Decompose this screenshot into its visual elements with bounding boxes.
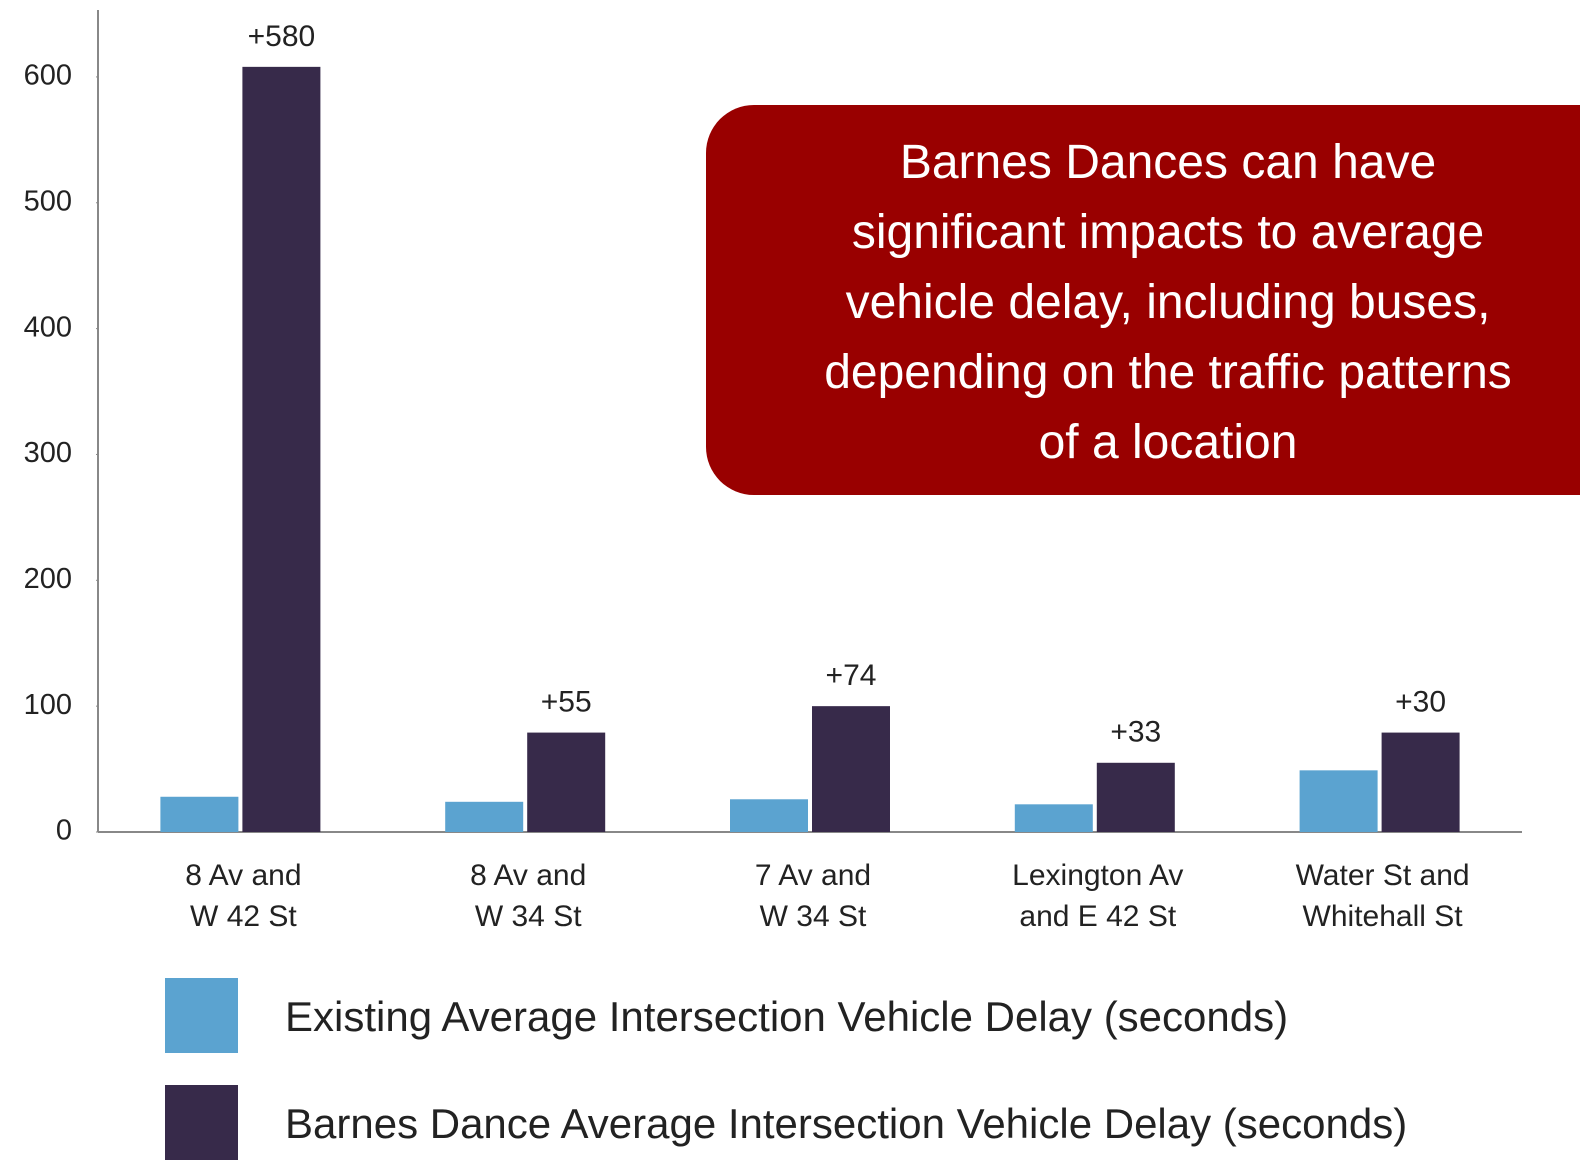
bar [730,799,808,832]
change-label: +74 [826,659,877,692]
callout-line: vehicle delay, including buses, [845,276,1491,329]
legend-swatch [165,978,238,1053]
bar [812,706,890,832]
callout-box: Barnes Dances can have significant impact… [706,105,1580,495]
callout-line: depending on the traffic patterns [824,346,1512,399]
x-tick-label: Water St and [1296,859,1470,892]
legend-label: Existing Average Intersection Vehicle De… [285,993,1288,1040]
x-tick-label: W 42 St [190,900,297,933]
y-tick-label: 500 [24,185,72,217]
change-label: +580 [248,20,316,53]
callout-line: Barnes Dances can have [899,136,1437,189]
bar [527,732,606,832]
bar [242,66,321,832]
y-tick-label: 600 [24,60,72,92]
x-tick-label: and E 42 St [1019,900,1176,933]
legend-swatch [165,1085,238,1160]
legend-label: Barnes Dance Average Intersection Vehicl… [285,1100,1407,1147]
bar [160,796,239,832]
x-tick-label: 8 Av and [470,859,586,892]
bar [1096,762,1175,832]
y-tick-label: 300 [24,437,72,469]
callout-line: significant impacts to average [851,206,1485,259]
callout-line: of a location [1038,416,1298,469]
y-tick-label: 200 [24,563,72,595]
change-label: +55 [541,686,592,719]
bar [1299,770,1378,832]
y-tick-label: 400 [24,311,72,343]
x-tick-label: W 34 St [475,900,582,933]
change-label: +33 [1110,716,1161,749]
x-tick-label: 7 Av and [755,859,871,892]
bar [445,801,524,832]
bar [1381,732,1460,832]
change-label: +30 [1395,686,1446,719]
x-tick-label: Whitehall St [1303,900,1464,933]
x-tick-label: 8 Av and [185,859,301,892]
y-tick-label: 0 [56,815,72,847]
bar [1014,804,1093,832]
x-tick-label: Lexington Av [1012,859,1183,892]
y-tick-label: 100 [24,689,72,721]
x-tick-label: W 34 St [760,900,867,933]
